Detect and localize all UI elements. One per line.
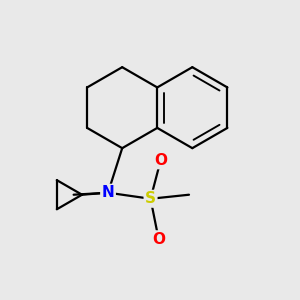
- Text: N: N: [102, 185, 114, 200]
- Text: O: O: [152, 232, 165, 247]
- Text: S: S: [145, 191, 156, 206]
- Text: O: O: [154, 153, 167, 168]
